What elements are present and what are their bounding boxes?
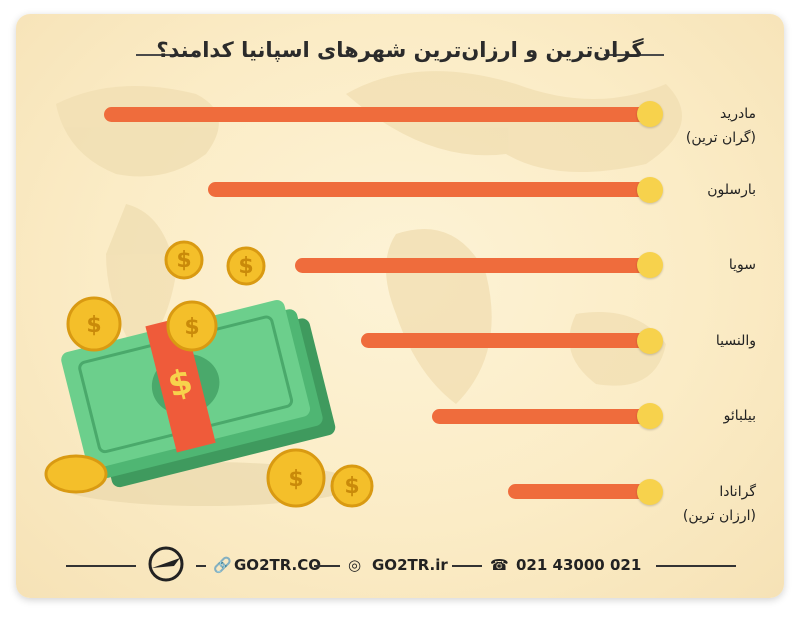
- svg-text:$: $: [344, 474, 359, 499]
- decor: $ $$ $ $$ $: [44, 71, 682, 508]
- bar-end-cap: [637, 101, 663, 127]
- bar: [508, 484, 650, 499]
- bar-end-cap: [637, 176, 663, 203]
- footer-rule: [196, 565, 206, 567]
- instagram-icon: ◎: [348, 556, 362, 574]
- footer-rule: [656, 565, 736, 567]
- svg-text:$: $: [238, 254, 253, 279]
- bar-end-cap: [637, 252, 663, 278]
- title-rule: [604, 54, 664, 56]
- website[interactable]: GO2TR.CO: [234, 556, 322, 574]
- bar: [431, 408, 650, 424]
- category-label: گرانادا: [719, 483, 756, 500]
- phone[interactable]: 021 43000 021: [516, 556, 642, 574]
- svg-text:$: $: [184, 315, 199, 340]
- money-illustration: $ $$ $ $$ $: [44, 240, 374, 508]
- bar-end-cap: [637, 478, 663, 505]
- category-label: بارسلون: [707, 181, 756, 198]
- category-label: والنسیا: [715, 332, 756, 349]
- footer-rule: [452, 565, 482, 567]
- category-label: مادرید: [719, 106, 756, 122]
- link-icon: 🔗: [213, 556, 232, 574]
- svg-text:$: $: [288, 467, 303, 492]
- category-note: (گران ترین): [685, 130, 756, 146]
- phone-icon: ☎: [490, 556, 509, 574]
- bar: [295, 257, 650, 273]
- instagram[interactable]: GO2TR.ir: [372, 556, 448, 574]
- footer-rule: [66, 565, 136, 567]
- category-label: بیلبائو: [723, 408, 756, 424]
- logo: [148, 546, 184, 582]
- category-note: (ارزان ترین): [682, 507, 756, 524]
- footer-rule: [314, 565, 340, 567]
- chart-title: گران‌ترین و ارزان‌ترین شهرهای اسپانیا کد…: [156, 38, 644, 62]
- bar: [207, 182, 650, 197]
- bar: [360, 333, 650, 348]
- footer: 🔗 GO2TR.CO ◎ GO2TR.ir ☎ 021 43000 021: [16, 546, 784, 582]
- bar-end-cap: [637, 403, 663, 429]
- category-label: سویا: [728, 257, 756, 273]
- svg-text:$: $: [176, 248, 191, 273]
- infographic-card: $ $ $ $ $ $ $ گران‌ترین و ارزان‌ترین شهرهای …: [16, 14, 784, 598]
- bar-end-cap: [637, 327, 663, 354]
- title-rule: [136, 54, 196, 56]
- bar: [104, 106, 650, 122]
- svg-text:$: $: [86, 313, 101, 338]
